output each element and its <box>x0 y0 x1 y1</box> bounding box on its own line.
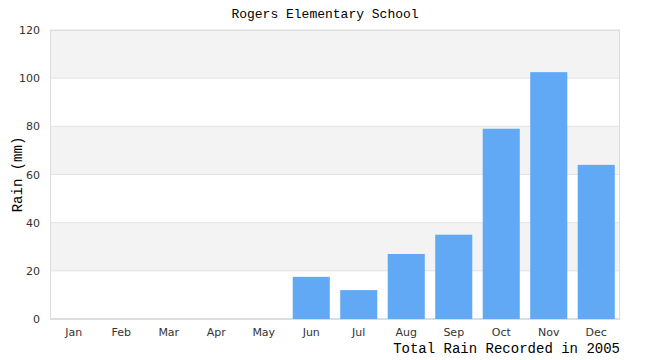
x-tick-label: Sep <box>443 326 464 339</box>
y-tick: 60 <box>26 169 50 182</box>
bar <box>198 319 235 320</box>
x-axis: Jan Feb Mar Apr May Jun Jul Aug Sep Oct Nov Dec <box>51 319 621 339</box>
x-tick: Mar <box>158 319 179 339</box>
y-tick: 0 <box>33 313 50 326</box>
x-tick: Jun <box>302 319 320 339</box>
x-tick-label: Oct <box>492 326 512 339</box>
x-tick-label: Feb <box>112 326 131 339</box>
bar <box>530 72 567 319</box>
x-tick-label: Nov <box>538 326 560 339</box>
y-tick: 100 <box>19 72 50 85</box>
x-tick: May <box>252 319 275 339</box>
x-tick-label: Jun <box>302 326 320 339</box>
grid-lines <box>50 30 620 319</box>
bar <box>388 254 425 319</box>
x-tick: Apr <box>207 319 227 339</box>
chart-svg: 0 20 40 60 80 100 120 Jan Feb Mar Apr May Jun Jul Aug S… <box>0 0 650 360</box>
y-tick-label: 40 <box>26 217 40 230</box>
y-tick: 120 <box>19 24 50 37</box>
x-tick: Feb <box>112 319 131 339</box>
bar <box>483 129 520 319</box>
x-tick-label: Jul <box>351 326 365 339</box>
x-tick: Sep <box>443 319 464 339</box>
x-tick: Jan <box>64 319 82 339</box>
x-tick: Aug <box>396 319 417 339</box>
plot-frame <box>51 31 620 319</box>
x-axis-title: Total Rain Recorded in 2005 <box>393 341 620 357</box>
x-tick: Nov <box>538 319 560 339</box>
x-axis-line <box>51 319 621 320</box>
y-axis-title: Rain (mm) <box>10 137 26 213</box>
y-axis-line <box>50 31 51 320</box>
x-tick-label: Apr <box>207 326 227 339</box>
y-tick: 40 <box>26 217 50 230</box>
chart-title: Rogers Elementary School <box>231 7 418 22</box>
x-tick: Jul <box>351 319 365 339</box>
bar <box>578 165 615 319</box>
bar <box>150 319 187 320</box>
chart-container: 0 20 40 60 80 100 120 Jan Feb Mar Apr May Jun Jul Aug S… <box>0 0 650 360</box>
bar <box>245 319 282 320</box>
x-tick-label: May <box>252 326 275 339</box>
y-tick: 20 <box>26 265 50 278</box>
grid-band <box>50 30 620 78</box>
bar <box>103 319 140 320</box>
bar <box>293 277 330 319</box>
y-tick-label: 60 <box>26 169 40 182</box>
x-tick: Dec <box>586 319 607 339</box>
x-tick-label: Jan <box>64 326 82 339</box>
x-tick-label: Mar <box>158 326 179 339</box>
x-tick-label: Dec <box>586 326 607 339</box>
bar <box>340 290 377 319</box>
bar <box>55 319 92 320</box>
y-tick: 80 <box>26 120 50 133</box>
bar <box>435 235 472 319</box>
y-tick-label: 0 <box>33 313 40 326</box>
x-tick-label: Aug <box>396 326 417 339</box>
x-tick: Oct <box>492 319 512 339</box>
y-tick-label: 20 <box>26 265 40 278</box>
y-tick-label: 100 <box>19 72 40 85</box>
y-tick-label: 80 <box>26 120 40 133</box>
bars <box>293 72 615 319</box>
y-tick-label: 120 <box>19 24 40 37</box>
